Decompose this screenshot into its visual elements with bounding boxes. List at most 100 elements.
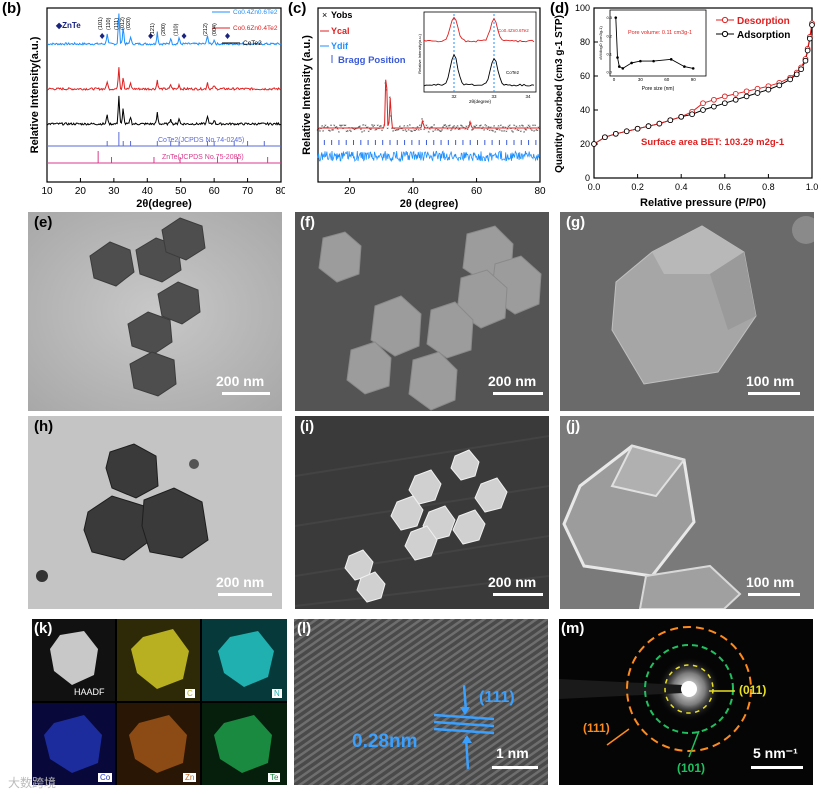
yobs-point: × bbox=[335, 124, 338, 129]
yobs-point: × bbox=[522, 123, 525, 128]
sem-particles-i bbox=[295, 435, 549, 607]
yobs-point: × bbox=[492, 128, 495, 133]
scale-text-g: 100 nm bbox=[746, 373, 795, 389]
series-yobs: ××××××××××××××××××××××××××××××××××××××××… bbox=[317, 80, 542, 134]
ref-label-znte: ZnTe(JCPDS No.75-2085) bbox=[162, 154, 244, 161]
x-tick-label-d: 1.0 bbox=[806, 182, 819, 192]
inset-series-cote2 bbox=[423, 53, 535, 87]
adsorption-point bbox=[689, 111, 695, 118]
yobs-point: × bbox=[371, 122, 374, 127]
yobs-point: × bbox=[413, 128, 416, 133]
adsorption-point bbox=[612, 130, 619, 137]
yobs-point: × bbox=[509, 122, 512, 127]
panel-j-image: 100 nm bbox=[560, 416, 814, 609]
x-tick-label-c: 80 bbox=[534, 186, 546, 197]
inset-legend-bottom: CoTe2 bbox=[506, 70, 520, 75]
yobs-point: × bbox=[431, 124, 434, 129]
x-tick-label-b: 80 bbox=[275, 186, 285, 197]
inset-c: Co0.4Zn0.6Te2 CoTe2 2θ(degree) Relative … bbox=[417, 11, 537, 104]
panel-f-image: 200 nm bbox=[295, 212, 549, 411]
peak-label-b: (004) bbox=[212, 23, 218, 36]
yobs-point: × bbox=[402, 128, 405, 133]
yobs-point: × bbox=[515, 124, 518, 129]
watermark: 大数跨境 bbox=[8, 776, 57, 790]
panel-label-c: (c) bbox=[288, 0, 307, 17]
peak-label-b: (020) bbox=[126, 17, 132, 30]
yobs-point: × bbox=[321, 123, 324, 128]
y-tick-label-d: 40 bbox=[580, 105, 590, 115]
yobs-point: × bbox=[533, 128, 536, 133]
ref-sticks-cote2 bbox=[106, 132, 265, 146]
panel-b: 10 20 30 40 50 60 70 80 2θ(degree) Relative Int… bbox=[0, 0, 285, 212]
yobs-point: × bbox=[486, 126, 489, 131]
yobs-point: × bbox=[328, 128, 331, 133]
inset-series-co04zn06te2 bbox=[423, 16, 535, 43]
yobs-point: × bbox=[336, 126, 339, 131]
yobs-point: × bbox=[507, 124, 510, 129]
inset-xtick-d: 30 bbox=[638, 77, 644, 82]
y-tick-label-d: 0 bbox=[585, 173, 590, 183]
yobs-point: × bbox=[453, 123, 456, 128]
yobs-point: × bbox=[392, 128, 395, 133]
yobs-point: × bbox=[399, 123, 402, 128]
yobs-point: × bbox=[432, 128, 435, 133]
inset-xtick-d: 90 bbox=[691, 77, 697, 82]
yobs-point: × bbox=[441, 127, 444, 132]
yobs-point: × bbox=[396, 127, 399, 132]
chart-c: ××××××××××××××××××××××××××××××××××××××××… bbox=[301, 7, 546, 210]
scale-text-i: 200 nm bbox=[488, 574, 537, 590]
x-tick-label-c: 60 bbox=[471, 186, 483, 197]
map-nitrogen: N bbox=[202, 619, 287, 701]
x-axis-label-c: 2θ (degree) bbox=[400, 198, 459, 210]
yobs-point: × bbox=[512, 129, 515, 134]
inset-series-d bbox=[615, 17, 694, 69]
yobs-point: × bbox=[361, 129, 364, 134]
yobs-point: × bbox=[527, 123, 530, 128]
inset-frame-c bbox=[423, 11, 537, 93]
map-label-n: N bbox=[272, 689, 282, 698]
yobs-point: × bbox=[465, 123, 468, 128]
yobs-point: × bbox=[410, 128, 413, 133]
peak-label-b: (110) bbox=[106, 17, 112, 30]
panel-e-image: 200 nm bbox=[28, 212, 282, 411]
panel-i-image: 200 nm bbox=[295, 416, 549, 609]
plane-label-l: (111) bbox=[479, 689, 515, 706]
yobs-point: × bbox=[439, 128, 442, 133]
yobs-point: × bbox=[418, 127, 421, 132]
inset-point-d bbox=[617, 65, 621, 68]
yobs-point: × bbox=[440, 129, 443, 134]
yobs-point: × bbox=[537, 125, 540, 130]
yobs-point: × bbox=[430, 125, 433, 130]
legend-yobs: Yobs bbox=[331, 10, 352, 20]
x-tick-label-c: 40 bbox=[408, 186, 420, 197]
y-axis-label-d: Quantity adsorbed (cm3 g-1 STP) bbox=[554, 15, 565, 173]
yobs-point: × bbox=[445, 123, 448, 128]
yobs-point: × bbox=[516, 127, 519, 132]
inset-point-d bbox=[691, 67, 695, 70]
yobs-point: × bbox=[330, 123, 333, 128]
inset-legend-top: Co0.4Zn0.6Te2 bbox=[498, 28, 529, 33]
yobs-point: × bbox=[482, 125, 485, 130]
x-tick-label-b: 50 bbox=[175, 186, 187, 197]
yobs-point: × bbox=[517, 128, 520, 133]
yobs-point: × bbox=[343, 123, 346, 128]
yobs-point: × bbox=[529, 123, 532, 128]
yobs-point: × bbox=[386, 125, 389, 130]
yobs-point: × bbox=[500, 122, 503, 127]
yobs-point: × bbox=[502, 124, 505, 129]
ref-label-cote2: CoTe2(JCPDS No.74-0245) bbox=[158, 137, 244, 144]
yobs-point: × bbox=[326, 124, 329, 129]
series-points-d bbox=[591, 20, 815, 147]
yobs-point: × bbox=[456, 123, 459, 128]
tem-particles-e bbox=[28, 212, 282, 411]
adsorption-point bbox=[700, 107, 706, 113]
yobs-point: × bbox=[349, 127, 352, 132]
yobs-point: × bbox=[406, 123, 409, 128]
yobs-point: × bbox=[480, 123, 483, 128]
adsorption-point bbox=[711, 103, 717, 110]
yobs-point: × bbox=[369, 126, 372, 131]
yobs-point: × bbox=[485, 123, 488, 128]
tem-particles-h bbox=[36, 443, 209, 582]
yobs-point: × bbox=[471, 127, 474, 132]
inset-point-d bbox=[639, 59, 642, 63]
